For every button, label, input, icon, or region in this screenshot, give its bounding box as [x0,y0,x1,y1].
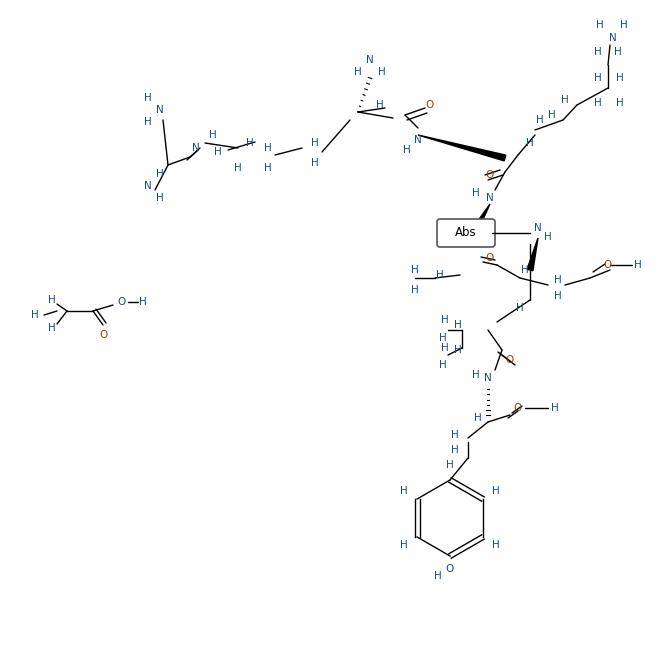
Text: H: H [616,98,624,108]
Text: O: O [117,297,125,307]
Text: H: H [311,158,319,168]
Text: H: H [446,460,454,470]
Text: H: H [439,360,447,370]
Text: N: N [192,143,200,153]
Text: N: N [144,181,152,191]
Text: H: H [246,138,254,148]
Text: O: O [446,564,454,574]
Text: H: H [403,145,411,155]
Text: N: N [414,135,422,145]
Polygon shape [418,135,506,161]
Text: H: H [634,260,642,270]
Text: H: H [209,130,217,140]
Text: H: H [411,265,419,275]
Text: H: H [234,163,242,173]
Text: N: N [156,105,164,115]
Text: N: N [484,373,492,383]
Text: H: H [620,20,628,30]
Text: H: H [264,163,272,173]
Text: H: H [561,95,569,105]
Text: O: O [486,170,494,180]
Text: H: H [264,143,272,153]
Text: H: H [214,147,222,157]
Text: H: H [378,67,386,77]
Text: H: H [144,117,152,127]
Text: H: H [551,403,559,413]
Text: H: H [144,93,152,103]
Text: H: H [554,291,562,301]
Text: H: H [439,333,447,343]
Text: H: H [411,285,419,295]
Text: H: H [614,47,622,57]
Text: O: O [604,260,612,270]
Text: H: H [441,343,449,353]
Text: N: N [534,223,542,233]
Text: H: H [616,73,624,83]
Text: H: H [400,539,408,550]
Text: O: O [486,253,494,263]
Text: Abs: Abs [455,227,477,240]
Polygon shape [472,204,490,232]
Text: H: H [354,67,362,77]
Text: N: N [366,55,374,65]
Text: H: H [48,295,56,305]
Text: H: H [594,73,602,83]
Text: H: H [48,323,56,333]
Text: H: H [400,486,408,496]
Text: H: H [139,297,147,307]
Text: H: H [526,138,534,148]
Text: O: O [426,100,434,110]
Text: N: N [609,33,617,43]
Text: H: H [441,315,449,325]
Text: H: H [521,265,529,275]
Text: H: H [536,115,544,125]
Text: H: H [156,169,164,179]
Text: H: H [594,47,602,57]
Text: H: H [472,370,480,380]
Text: O: O [99,330,107,340]
Text: H: H [436,270,444,280]
Text: H: H [548,110,556,120]
Text: H: H [311,138,319,148]
Text: H: H [472,188,480,198]
FancyBboxPatch shape [437,219,495,247]
Text: H: H [554,275,562,285]
Text: H: H [492,539,500,550]
Text: H: H [451,430,459,440]
Text: H: H [474,413,482,423]
Text: H: H [492,486,500,496]
Text: H: H [434,571,442,581]
Text: N: N [486,193,494,203]
Text: H: H [596,20,604,30]
Text: H: H [376,100,384,110]
Text: H: H [454,345,462,355]
Text: H: H [156,193,164,203]
Text: O: O [506,355,514,365]
Text: H: H [31,310,39,320]
Text: H: H [594,98,602,108]
Text: H: H [544,232,552,242]
Text: H: H [516,303,524,313]
Text: H: H [454,320,462,330]
Text: O: O [514,403,522,413]
Polygon shape [527,238,538,271]
Text: H: H [451,445,459,455]
